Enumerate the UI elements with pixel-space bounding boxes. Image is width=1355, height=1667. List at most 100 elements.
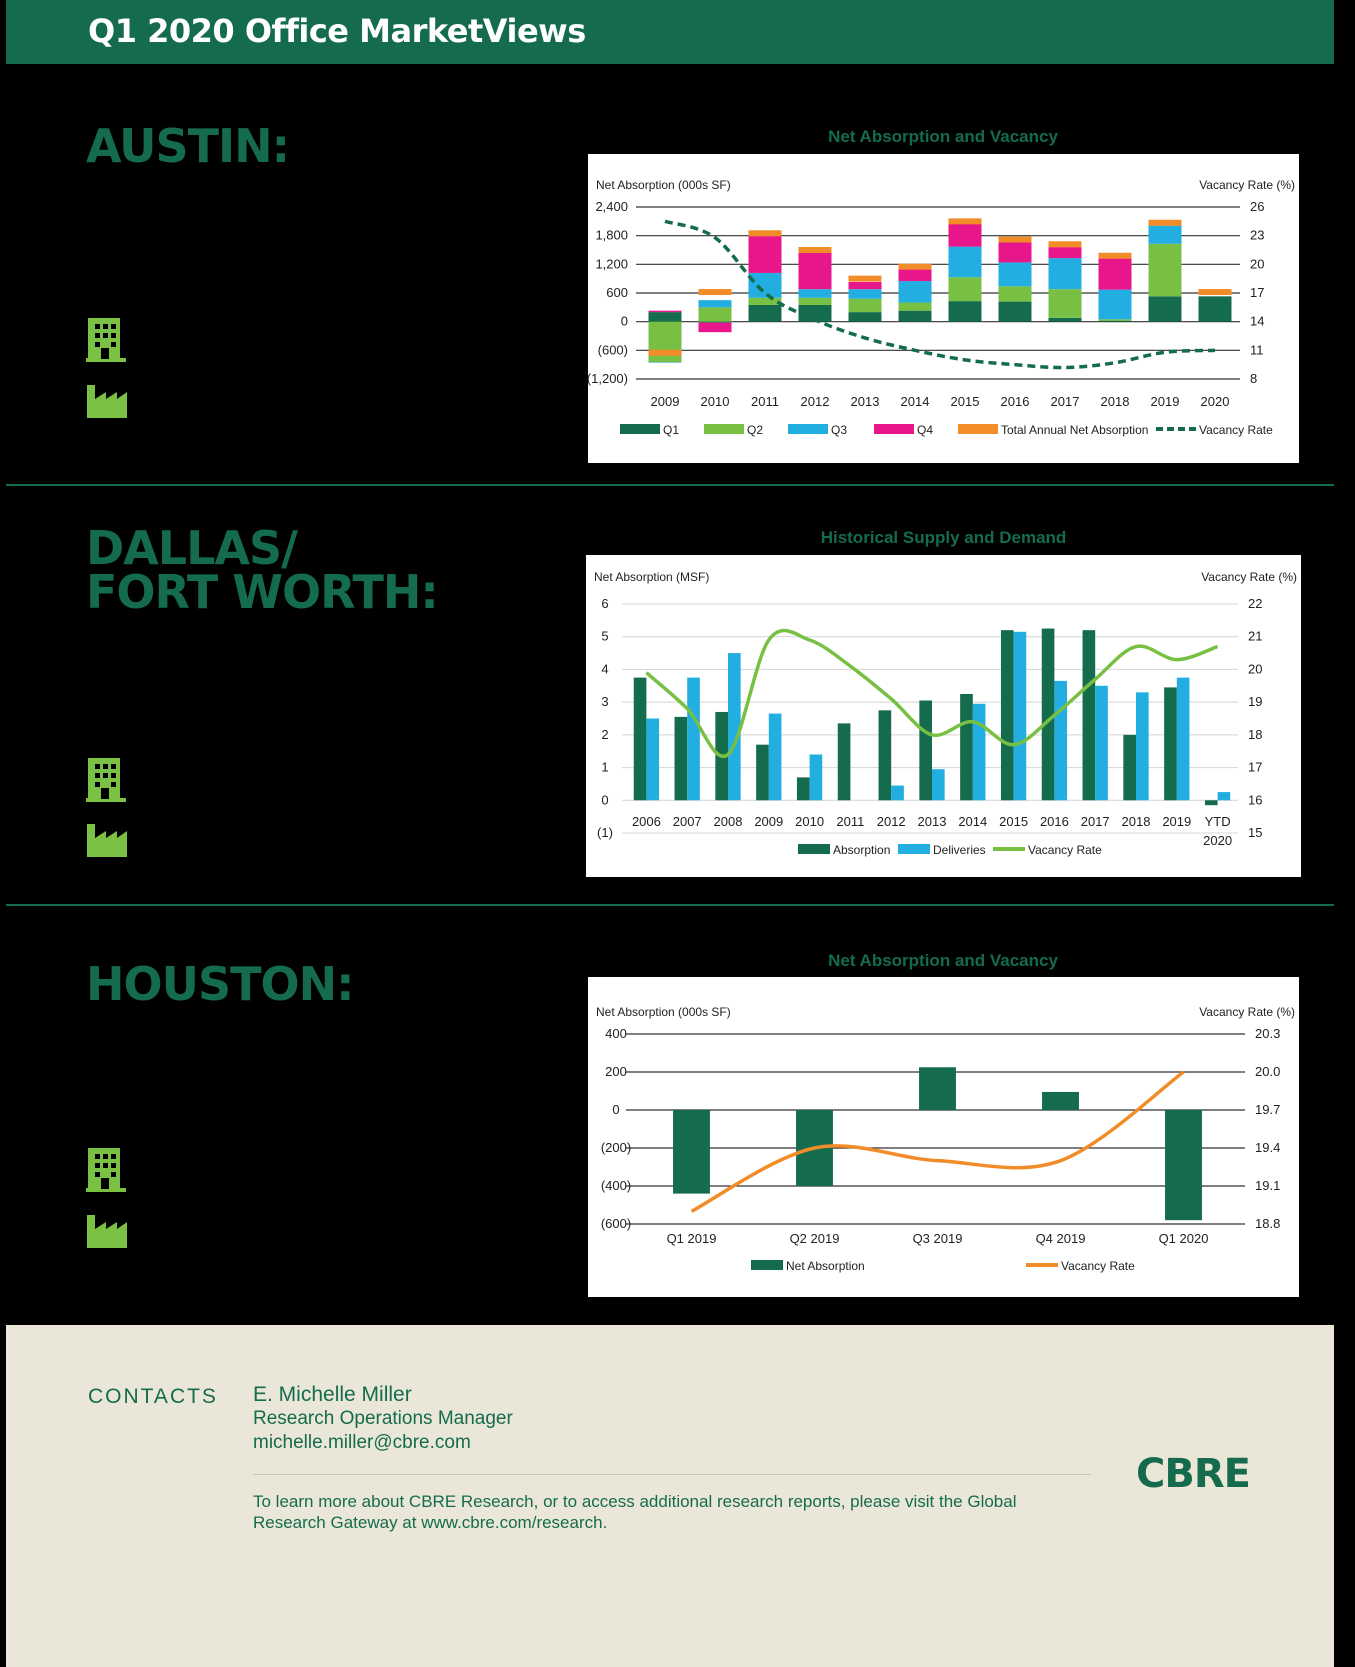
x-tick-label: 2013	[851, 394, 880, 409]
bar-absorption	[674, 716, 688, 801]
x-tick-label: 2007	[673, 814, 702, 829]
bar-q3	[798, 289, 832, 298]
y-tick-label: (1)	[597, 825, 613, 840]
bar-q1	[748, 304, 782, 322]
dfw-heading: DALLAS/ FORT WORTH:	[86, 521, 439, 619]
bar-q1	[1148, 296, 1182, 322]
bar-q1	[1048, 317, 1082, 322]
bar-deliveries	[1095, 685, 1108, 801]
bar-deliveries	[1176, 677, 1190, 801]
research-note: To learn more about CBRE Research, or to…	[253, 1492, 1017, 1532]
x-tick-label: 2014	[958, 814, 987, 829]
bar-q1	[698, 321, 732, 323]
y-tick-label: 1,800	[595, 228, 628, 243]
legend-label: Q4	[917, 423, 933, 437]
total-marker	[1098, 252, 1132, 259]
x-tick-label: 2008	[714, 814, 743, 829]
y-tick-label: 1	[601, 760, 608, 775]
legend-swatch	[898, 844, 930, 854]
bar-q4	[848, 282, 882, 290]
y-tick-label: 2,400	[595, 199, 628, 214]
x-tick-label: Q3 2019	[913, 1231, 963, 1246]
bar-q4	[748, 236, 782, 273]
y-tick-label: 1,200	[595, 256, 628, 271]
houston-chart: Net Absorption (000s SF) Vacancy Rate (%)…	[588, 977, 1299, 1297]
bar-q4	[898, 269, 932, 282]
bar-net-absorption	[673, 1110, 710, 1194]
dfw-heading-line2: FORT WORTH:	[86, 565, 439, 619]
bar-q2	[1148, 243, 1182, 297]
dfw-chart-title: Historical Supply and Demand	[820, 528, 1067, 547]
section-divider	[6, 904, 1334, 906]
bar-q3	[1048, 258, 1082, 290]
y-tick-label: 400	[605, 1026, 627, 1041]
total-marker	[948, 218, 982, 225]
bar-deliveries	[1013, 631, 1027, 801]
y-tick-label: (1,200)	[588, 371, 628, 386]
footer: CONTACTS E. Michelle Miller Research Ope…	[6, 1325, 1334, 1667]
office-building-icon	[86, 316, 126, 369]
x-tick-label: Q1 2020	[1159, 1231, 1209, 1246]
bar-deliveries	[646, 718, 660, 801]
industrial-factory-icon	[86, 1213, 128, 1254]
legend-label: Net Absorption	[786, 1259, 865, 1273]
y2-axis-title: Vacancy Rate (%)	[1199, 178, 1295, 192]
bar-q3	[898, 281, 932, 303]
bar-q1	[998, 301, 1032, 322]
y2-tick-label: 20	[1250, 256, 1264, 271]
total-marker	[1198, 289, 1232, 296]
y-axis-title: Net Absorption (MSF)	[594, 570, 709, 584]
x-tick-label: 2006	[632, 814, 661, 829]
y-tick-label: 6	[601, 596, 608, 611]
footer-divider	[253, 1474, 1091, 1475]
bar-q4	[1098, 257, 1132, 290]
industrial-factory-icon	[86, 822, 128, 863]
y2-tick-label: 11	[1250, 342, 1264, 357]
total-marker	[1048, 241, 1082, 248]
austin-chart: Net Absorption (000s SF) Vacancy Rate (%)…	[588, 154, 1299, 463]
bar-absorption	[878, 710, 892, 801]
bar-q1	[1198, 296, 1232, 322]
y-tick-label: 200	[605, 1064, 627, 1079]
bar-absorption	[960, 693, 973, 801]
bar-net-absorption	[1042, 1091, 1079, 1110]
contacts-label: CONTACTS	[88, 1385, 218, 1408]
austin-chart-svg: Net Absorption (000s SF) Vacancy Rate (%)…	[588, 178, 1295, 437]
dfw-heading-line1: DALLAS/	[86, 521, 298, 575]
bar-q1	[898, 310, 932, 322]
y-tick-label: (400)	[601, 1178, 631, 1193]
y2-tick-label: 17	[1248, 760, 1262, 775]
bar-deliveries	[932, 769, 945, 801]
y-tick-label: 0	[601, 792, 608, 807]
total-marker	[698, 289, 732, 296]
bar-q2	[748, 297, 782, 305]
bar-q4	[798, 251, 832, 290]
bar-absorption	[1041, 628, 1055, 801]
x-tick-label: 2020	[1201, 394, 1230, 409]
x-tick-label: 2018	[1101, 394, 1130, 409]
bar-q3	[848, 289, 882, 299]
bar-absorption	[1204, 800, 1218, 806]
y2-tick-label: 19	[1248, 694, 1262, 709]
total-marker	[748, 230, 782, 237]
total-marker	[848, 275, 882, 282]
y2-tick-label: 20.0	[1255, 1064, 1280, 1079]
bar-absorption	[633, 677, 647, 801]
y2-tick-label: 15	[1248, 825, 1262, 840]
bar-deliveries	[728, 653, 741, 801]
bar-absorption	[1123, 734, 1136, 801]
x-tick-label: Q2 2019	[790, 1231, 840, 1246]
y-tick-label: (200)	[601, 1140, 631, 1155]
bar-q2	[1098, 319, 1132, 321]
industrial-factory-icon	[86, 383, 128, 424]
y2-tick-label: 17	[1250, 285, 1264, 300]
contact-email[interactable]: michelle.miller@cbre.com	[253, 1432, 471, 1453]
bar-q3	[1148, 225, 1182, 244]
bar-q3	[748, 272, 782, 298]
y2-tick-label: 8	[1250, 371, 1257, 386]
legend-label: Vacancy Rate	[1061, 1259, 1135, 1273]
x-tick-label: 2016	[1040, 814, 1069, 829]
y2-tick-label: 14	[1250, 314, 1264, 329]
total-marker	[798, 247, 832, 253]
bar-q1	[848, 312, 882, 322]
